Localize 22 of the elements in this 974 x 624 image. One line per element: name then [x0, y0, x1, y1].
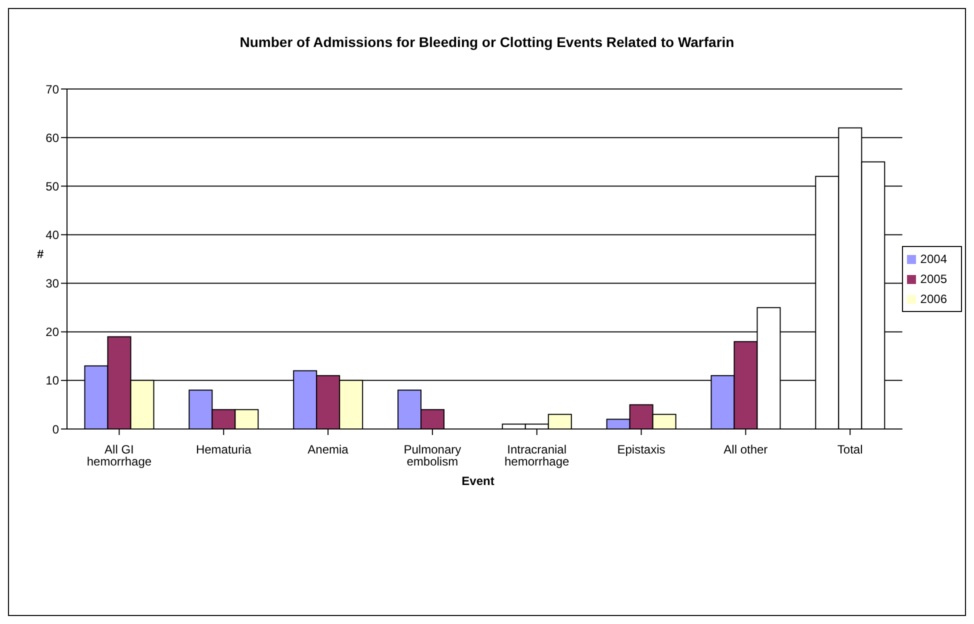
- x-tick-label: Intracranial hemorrhage: [504, 442, 570, 469]
- y-tick-label: 30: [46, 276, 60, 291]
- y-axis-title: #: [37, 247, 44, 261]
- y-tick-label: 10: [46, 374, 60, 388]
- y-tick-label: 50: [46, 179, 60, 194]
- x-tick-label: Hematuria: [196, 442, 252, 457]
- legend-label: 2004: [920, 252, 947, 266]
- y-tick-label: 70: [46, 82, 60, 96]
- x-tick-label: Epistaxis: [617, 442, 666, 457]
- x-tick-label: All other: [724, 442, 768, 457]
- x-axis-title: Event: [460, 474, 496, 488]
- y-tick-label: 0: [52, 422, 60, 436]
- legend-label: 2006: [920, 292, 947, 306]
- chart-title: Number of Admissions for Bleeding or Clotting Events Related to Warfarin: [238, 34, 736, 50]
- x-tick-label: Pulmonary embolism: [404, 442, 462, 469]
- y-tick-label: 40: [46, 228, 60, 242]
- x-tick-label: Anemia: [308, 442, 349, 457]
- x-tick-label: All GI hemorrhage: [86, 442, 152, 469]
- y-tick-label: 20: [46, 325, 60, 340]
- y-tick-label: 60: [46, 130, 60, 145]
- legend-label: 2005: [920, 272, 947, 286]
- x-tick-label: Total: [837, 442, 863, 457]
